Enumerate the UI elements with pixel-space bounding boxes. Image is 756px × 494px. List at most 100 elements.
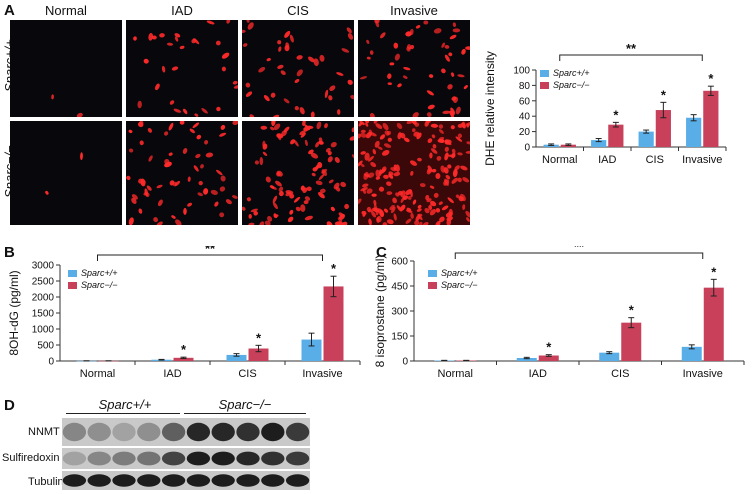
y-tick-label: 1000 [32,325,55,336]
y-tick-label: 1500 [32,309,55,320]
nucleus [419,221,423,225]
nucleus [444,54,450,62]
nucleus [450,125,455,130]
significance-bracket [97,254,323,261]
nucleus [278,191,284,197]
blot-band [87,474,111,487]
nucleus [365,131,372,139]
nucleus [351,154,354,159]
nucleus [193,38,200,45]
nucleus [324,89,329,99]
nucleus [280,70,286,76]
blot-band [62,422,87,442]
nucleus [226,20,231,24]
chart-a-dhe: 0 20 40 60 80 100 DHE relative intensity Normal… [483,41,727,166]
nucleus [200,164,204,169]
nucleus [364,121,370,124]
nucleus [444,146,449,152]
nucleus [465,210,470,218]
nucleus [368,218,372,225]
nucleus [416,208,422,212]
nucleus [413,131,420,137]
nucleus [179,121,185,125]
nucleus [366,188,373,194]
blot-band [261,451,285,466]
bar [538,355,559,361]
nucleus [313,58,319,67]
nucleus [369,50,374,55]
bar [638,131,654,147]
nucleus [45,190,49,195]
nucleus [452,28,461,33]
nucleus [425,194,430,201]
nucleus [277,64,284,70]
legend-label: Sparc−/− [553,80,590,90]
nucleus [263,95,270,102]
bar [703,90,719,147]
nucleus [457,152,463,156]
nucleus [326,221,333,225]
nucleus [369,132,377,137]
nucleus [444,44,450,49]
nucleus [284,45,290,52]
nucleus [316,121,322,130]
nucleus [347,79,353,85]
nucleus [318,191,325,199]
nucleus [232,121,238,126]
nucleus [412,199,417,205]
bar [655,110,671,147]
blot-band [261,422,285,442]
nucleus [157,199,163,207]
blot-band [236,451,260,466]
significance-star: * [546,340,552,355]
nucleus [137,121,144,128]
bar [591,140,607,147]
nucleus [246,20,250,23]
nucleus [378,186,385,192]
nucleus [438,129,444,134]
nucleus [405,218,412,224]
nucleus [262,151,268,156]
nucleus [304,196,311,201]
nucleus [265,176,271,183]
blot-label-tubulin: Tubulin [28,476,64,488]
nucleus [433,192,439,198]
nucleus [349,136,354,141]
nucleus [462,204,466,210]
x-tick-label: Invasive [302,368,342,380]
nucleus [315,180,323,186]
bar [703,287,724,361]
nucleus [329,85,336,92]
nucleus [400,204,406,211]
blot-label-nnmt: NNMT [28,426,60,438]
panel-label-a: A [4,2,15,19]
nucleus [277,40,282,45]
nucleus [195,153,201,159]
nucleus [294,79,300,83]
nucleus [295,206,301,212]
nucleus [324,123,328,129]
nucleus [248,222,255,225]
nucleus [192,122,200,129]
nucleus [245,82,251,88]
nucleus [444,178,449,186]
nucleus [338,212,344,217]
nucleus [392,197,397,204]
x-tick-label: Invasive [682,154,722,166]
nucleus [375,123,383,129]
nucleus [273,123,281,131]
legend-label: Sparc+/+ [81,268,118,278]
nucleus [128,217,134,225]
nucleus [406,44,412,50]
nucleus [455,136,463,142]
nucleus [232,195,238,199]
blot-band [112,474,136,487]
nucleus [273,114,280,117]
nucleus [246,197,251,202]
nucleus [300,132,306,138]
y-tick-label: 20 [519,127,531,138]
blot-label-sulfiredoxin: Sulfiredoxin [2,452,60,464]
nucleus [441,42,446,48]
nucleus [455,194,460,199]
nucleus [438,136,445,141]
